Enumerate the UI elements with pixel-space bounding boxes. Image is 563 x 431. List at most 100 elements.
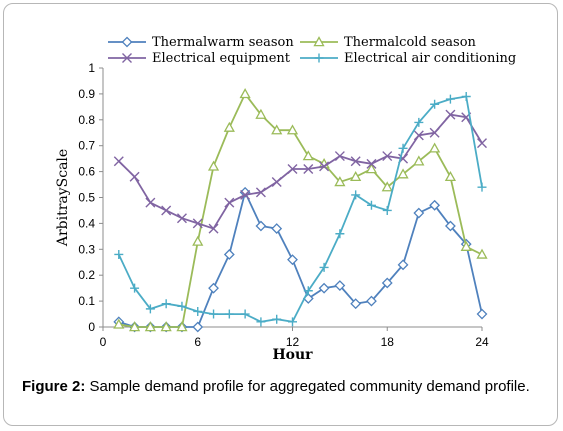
data-point bbox=[272, 314, 282, 324]
data-point bbox=[366, 158, 377, 169]
data-point bbox=[397, 168, 409, 179]
data-point bbox=[302, 150, 314, 161]
data-point bbox=[413, 155, 425, 166]
data-point bbox=[271, 176, 282, 187]
data-point bbox=[114, 249, 124, 259]
data-point bbox=[255, 220, 267, 232]
data-point bbox=[476, 248, 488, 259]
legend-item: Electrical air conditioning bbox=[300, 51, 516, 66]
legend-swatch-marker bbox=[314, 53, 324, 63]
data-point bbox=[366, 200, 376, 210]
data-point bbox=[445, 94, 455, 104]
legend-swatch-marker bbox=[121, 36, 133, 48]
x-tick-label: 0 bbox=[100, 335, 107, 349]
y-tick-label: 0.6 bbox=[78, 165, 95, 179]
series-line bbox=[118, 113, 483, 230]
data-point bbox=[176, 321, 188, 332]
data-point bbox=[177, 301, 187, 311]
data-point bbox=[224, 197, 235, 208]
data-point bbox=[303, 286, 313, 296]
legend-label: Electrical air conditioning bbox=[344, 51, 516, 66]
data-point bbox=[209, 309, 219, 319]
data-point bbox=[207, 160, 220, 171]
legend-label: Thermalcold season bbox=[344, 35, 477, 50]
y-tick-label: 0.5 bbox=[78, 191, 95, 205]
x-axis-title: Hour bbox=[272, 347, 313, 363]
x-tick-label: 24 bbox=[475, 335, 489, 349]
data-point bbox=[129, 171, 140, 182]
y-tick-label: 0.7 bbox=[78, 139, 95, 153]
data-point bbox=[113, 318, 125, 329]
data-point bbox=[319, 262, 329, 272]
data-point bbox=[128, 321, 141, 332]
data-point bbox=[335, 229, 345, 239]
data-point bbox=[429, 142, 441, 153]
data-point bbox=[381, 277, 393, 289]
data-point bbox=[255, 187, 266, 198]
data-point bbox=[271, 223, 283, 234]
legend-label: Thermalwarm season bbox=[152, 35, 294, 50]
data-point bbox=[318, 282, 330, 294]
series-3 bbox=[114, 91, 487, 327]
legend-item: Thermalwarm season bbox=[108, 35, 294, 50]
data-point bbox=[271, 124, 283, 135]
data-point bbox=[240, 189, 251, 200]
data-point bbox=[223, 121, 235, 132]
data-point bbox=[365, 163, 378, 174]
data-point bbox=[414, 117, 424, 127]
data-point bbox=[429, 199, 441, 211]
data-point bbox=[287, 164, 298, 175]
data-point bbox=[113, 156, 124, 167]
data-point bbox=[130, 283, 140, 293]
data-point bbox=[382, 205, 392, 215]
y-tick-label: 0.2 bbox=[78, 268, 95, 282]
data-point bbox=[160, 321, 172, 332]
data-point bbox=[350, 156, 361, 167]
x-tick-label: 18 bbox=[381, 335, 395, 349]
data-point bbox=[351, 190, 361, 200]
data-point bbox=[334, 176, 346, 187]
data-point bbox=[208, 282, 219, 294]
series-1 bbox=[113, 88, 488, 332]
data-point bbox=[144, 321, 156, 332]
y-tick-label: 0.3 bbox=[78, 242, 95, 256]
data-point bbox=[256, 317, 266, 327]
data-point bbox=[413, 130, 424, 141]
data-point bbox=[334, 280, 346, 291]
data-point bbox=[334, 151, 345, 162]
legend-swatch-marker bbox=[122, 53, 132, 63]
data-point bbox=[381, 181, 393, 192]
y-tick-label: 1 bbox=[88, 61, 95, 75]
data-point bbox=[239, 88, 251, 99]
data-point bbox=[444, 220, 456, 232]
data-point bbox=[161, 205, 172, 216]
series-2 bbox=[113, 109, 487, 234]
data-point bbox=[430, 99, 440, 109]
data-point bbox=[445, 109, 456, 120]
data-point bbox=[240, 309, 250, 319]
data-point bbox=[208, 223, 219, 234]
data-point bbox=[429, 127, 440, 138]
data-point bbox=[477, 182, 487, 192]
data-point bbox=[444, 170, 457, 182]
data-point bbox=[176, 213, 187, 224]
demand-profile-chart: 0 0.1 0.2 0.3 0.4 0.5 0.6 0.7 0.8 0.9 1 0 6 12 18 24 Hou… bbox=[55, 35, 516, 363]
legend-item: Thermalcold season bbox=[300, 35, 477, 50]
y-tick-label: 0.9 bbox=[78, 87, 95, 101]
data-point bbox=[303, 164, 314, 175]
legend-swatch-marker bbox=[313, 36, 325, 47]
y-tick-label: 0.8 bbox=[78, 113, 95, 127]
y-tick-label: 0.1 bbox=[78, 294, 95, 308]
data-point bbox=[288, 317, 297, 327]
data-point bbox=[161, 299, 171, 309]
caption-text: Sample demand profile for aggregated com… bbox=[85, 378, 530, 395]
data-point bbox=[286, 124, 299, 135]
data-point bbox=[287, 254, 298, 266]
legend-label: Electrical equipment bbox=[152, 51, 291, 66]
data-point bbox=[382, 151, 393, 162]
legend-item: Electrical equipment bbox=[108, 51, 291, 66]
data-point bbox=[192, 321, 204, 333]
data-point bbox=[350, 298, 362, 310]
data-point bbox=[224, 309, 234, 319]
data-point bbox=[193, 306, 203, 316]
